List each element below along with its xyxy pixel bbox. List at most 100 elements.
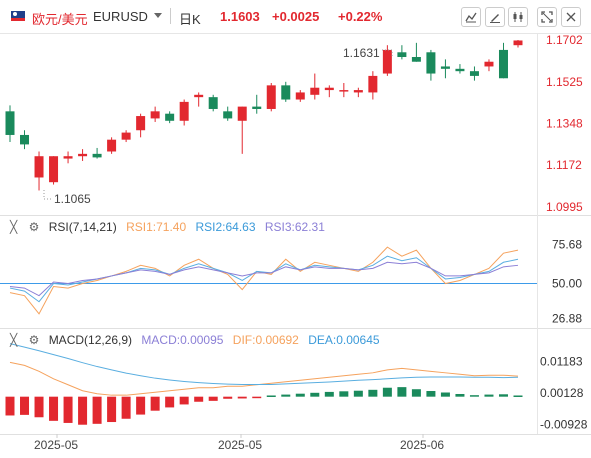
symbol-name[interactable]: 欧元/美元 [32,12,88,27]
candle [165,113,175,121]
draw-icon [490,14,500,23]
candle [136,116,146,131]
macd-tick-label: -0.00928 [540,417,588,431]
x-axis-label: 2025-05 [218,438,262,452]
macd-bar [252,396,262,399]
candle [440,66,450,69]
price-change: +0.0025 [272,9,320,24]
macd-bar [310,392,320,397]
candle [208,97,218,109]
macd-bar [92,396,102,424]
candle [310,87,320,95]
candle [92,153,102,158]
macd-bar [107,396,117,423]
fullscreen-button[interactable] [537,7,557,27]
candle [179,101,189,121]
macd-bar [281,394,291,397]
macd-bar [353,390,363,397]
macd-bar [78,396,88,425]
settings-icon: ⚙ [28,333,40,347]
macd-bar [194,396,204,402]
price-tick-label: 1.0995 [546,200,583,214]
candle [281,85,291,100]
macd-legend: ╳ ⚙ MACD(12,26,9) MACD:0.00095 DIF:0.006… [10,333,380,347]
macd-bar [49,396,59,421]
rsi-legend: ╳ ⚙ RSI(7,14,21) RSI1:71.40 RSI2:64.63 R… [10,220,325,234]
settings-button[interactable] [561,7,581,27]
macd-bar [121,396,131,419]
close-icon: ╳ [10,333,18,347]
candle [498,49,508,79]
rsi-tick-label: 26.88 [552,312,582,326]
candle [194,94,204,98]
macd-tick-label: 0.01183 [540,354,583,368]
macd-bar [368,389,378,397]
candle [426,52,436,74]
macd-bar [223,396,233,399]
rsi1-value: RSI1:71.40 [126,220,187,234]
rsi-label: RSI(7,14,21) [48,220,117,234]
close-icon: ╳ [10,220,18,234]
rsi-tick-label: 50.00 [552,277,582,291]
candle [237,106,247,121]
indicator-button[interactable] [461,7,481,27]
candle [63,156,73,159]
last-price: 1.1603 [220,9,260,24]
draw-button[interactable] [485,7,505,27]
rsi2-line [9,255,519,303]
timeframe-selector[interactable]: 日K [179,12,201,27]
x-axis-label: 2025-05 [34,438,78,452]
price-tick-label: 1.1702 [546,33,583,47]
candle [513,40,523,46]
candle [121,132,131,140]
macd-bar [136,396,146,415]
indicator-icon [465,12,477,23]
macd-bar [5,396,15,416]
candle [368,75,378,93]
macd-bar [513,395,523,397]
macd-bar [208,396,218,401]
symbol-code[interactable]: EURUSD [93,9,148,24]
price-tick-label: 1.1172 [546,158,582,172]
macd-value: MACD:0.00095 [141,333,224,347]
macd-bar [34,396,44,418]
macd-bar [455,393,465,397]
macd-bar [165,396,175,408]
macd-bar [295,393,305,397]
macd-label: MACD(12,26,9) [48,333,133,347]
low-annotation: 1.1065 [54,192,91,206]
dea-value: DEA:0.00645 [308,333,380,347]
macd-bar [498,394,508,397]
candle [34,156,44,178]
price-tick-label: 1.1525 [546,75,583,89]
candle [107,139,117,152]
candle [353,90,363,93]
macd-bar [469,395,479,397]
candle [382,49,392,74]
macd-bar [63,396,73,423]
macd-bar [20,396,30,415]
dif-value: DIF:0.00692 [232,333,299,347]
macd-bar [411,389,421,397]
eu-flag-icon [11,11,25,21]
candle [223,111,233,119]
candle [266,85,276,109]
macd-bar [324,391,334,397]
high-annotation: 1.1631 [343,46,380,60]
dif-line [9,361,519,396]
macd-bar [382,387,392,397]
fullscreen-icon [541,11,553,23]
macd-tick-label: 0.00128 [540,386,584,400]
candle-style-button[interactable] [508,7,528,27]
candle [484,61,494,67]
macd-bar [397,387,407,397]
macd-bar [266,395,276,397]
candle [411,57,421,62]
macd-bar [179,396,189,405]
candle-style-icon [513,12,523,22]
symbol-dropdown-icon[interactable] [154,13,162,18]
candle [324,87,334,91]
candle [295,92,305,100]
